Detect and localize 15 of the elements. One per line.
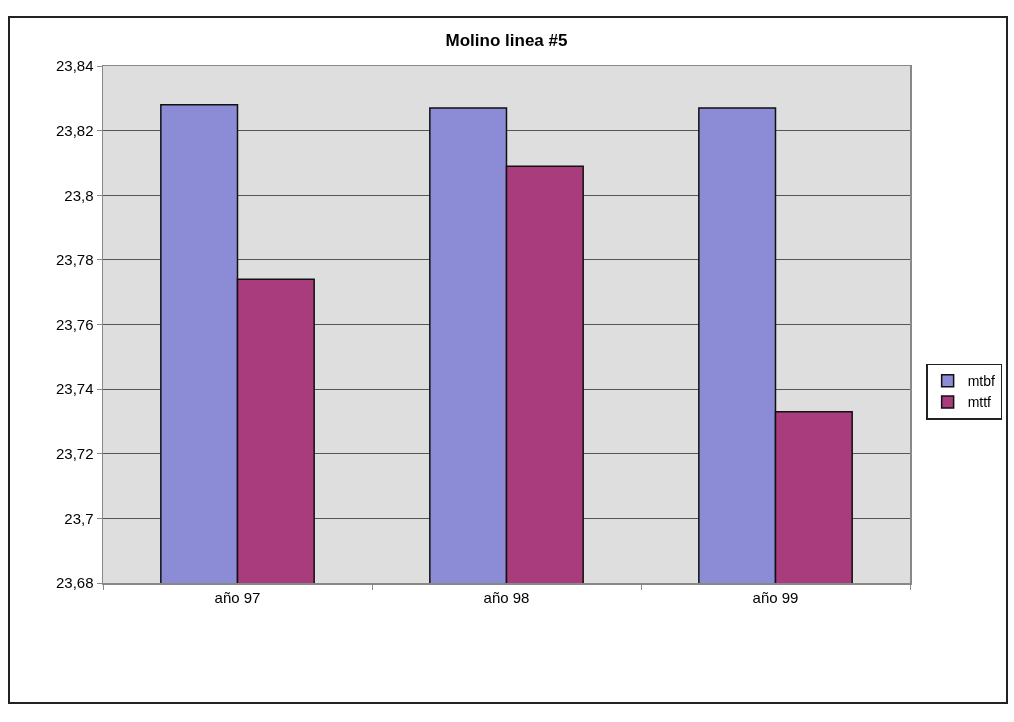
y-tick-label: 23,78 (55, 251, 94, 269)
y-tick-label: 23,7 (64, 509, 94, 527)
chart-title: Molino linea #5 (445, 30, 568, 50)
x-tick-label: año 98 (483, 588, 530, 606)
legend-label: mttf (967, 394, 992, 411)
y-tick-label: 23,76 (55, 315, 94, 333)
y-tick-label: 23,8 (64, 186, 94, 204)
y-tick-label: 23,68 (55, 574, 94, 592)
x-tick-label: año 97 (214, 588, 261, 606)
y-tick-label: 23,82 (55, 121, 94, 139)
y-tick-label: 23,72 (55, 445, 94, 462)
x-tick-label: año 99 (752, 588, 799, 606)
y-tick-label: 23,74 (55, 380, 94, 398)
legend-label: mtbf (967, 373, 995, 390)
y-tick-label: 23,84 (55, 57, 94, 75)
